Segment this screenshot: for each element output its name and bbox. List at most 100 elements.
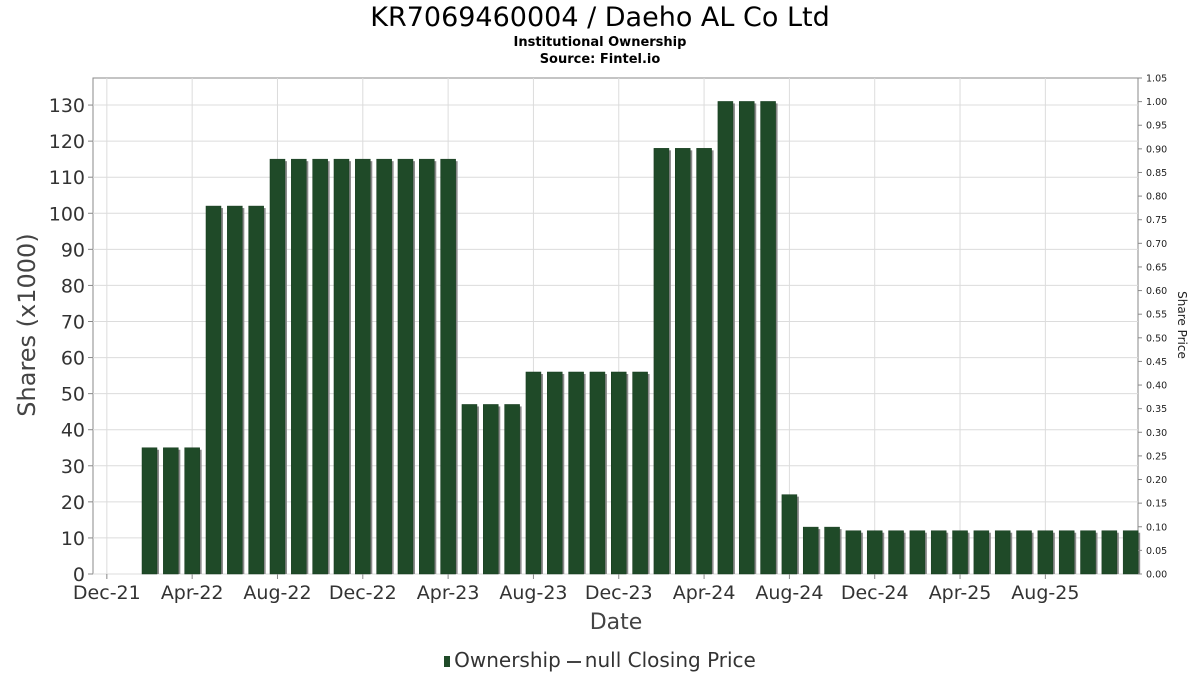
- y-tick-label: 100: [49, 203, 85, 225]
- y-tick-label: 30: [61, 456, 85, 478]
- y2-tick-label: 0.70: [1146, 239, 1167, 250]
- bar: [163, 447, 179, 575]
- bar: [141, 447, 158, 575]
- bar: [845, 530, 862, 575]
- y2-tick-label: 0.10: [1146, 522, 1167, 533]
- y2-axis-label: Share Price: [1175, 291, 1189, 359]
- bar: [333, 158, 350, 575]
- bar: [781, 494, 798, 575]
- x-tick-label: Apr-23: [417, 582, 480, 604]
- bar: [291, 158, 307, 575]
- price-legend-label: null Closing Price: [584, 648, 756, 672]
- bar: [973, 530, 990, 575]
- y2-tick-label: 0.00: [1146, 570, 1167, 581]
- price-legend-line: [566, 660, 581, 663]
- bar: [525, 371, 542, 575]
- y-axis-label: Shares (x1000): [13, 233, 41, 416]
- y2-tick-label: 1.05: [1146, 74, 1167, 85]
- bar: [483, 404, 499, 575]
- bar: [419, 158, 435, 575]
- bar: [888, 530, 904, 575]
- y2-tick-label: 0.35: [1146, 404, 1167, 415]
- legend: Ownership null Closing Price: [0, 648, 1200, 672]
- bar: [1101, 530, 1118, 575]
- y-tick-label: 120: [49, 131, 85, 153]
- y2-tick-label: 0.75: [1146, 215, 1167, 226]
- y2-tick-label: 0.90: [1146, 144, 1167, 155]
- x-tick-label: Apr-22: [161, 582, 224, 604]
- y-tick-label: 50: [61, 384, 85, 406]
- bars: [141, 101, 1141, 575]
- bar: [1058, 530, 1075, 575]
- bar: [909, 530, 926, 575]
- bar: [269, 158, 286, 575]
- chart-subtitle: Institutional Ownership: [513, 35, 687, 50]
- y2-tick-label: 1.00: [1146, 97, 1167, 108]
- bar: [696, 148, 712, 575]
- y2-tick-label: 0.65: [1146, 262, 1167, 273]
- bar: [632, 371, 648, 575]
- bar: [248, 205, 264, 575]
- y2-tick-label: 0.85: [1146, 168, 1167, 179]
- ownership-legend-swatch: [444, 656, 451, 667]
- y2-tick-label: 0.45: [1146, 357, 1167, 368]
- y-tick-label: 80: [61, 275, 85, 297]
- y2-tick-label: 0.25: [1146, 451, 1167, 462]
- bar: [952, 530, 968, 575]
- y-tick-label: 0: [73, 564, 85, 586]
- x-tick-label: Aug-24: [755, 582, 823, 604]
- y-tick-label: 70: [61, 311, 85, 333]
- bar: [397, 158, 414, 575]
- x-tick-label: Dec-24: [841, 582, 909, 604]
- x-tick-label: Dec-22: [329, 582, 397, 604]
- x-tick-label: Dec-21: [73, 582, 141, 604]
- x-tick-label: Aug-25: [1011, 582, 1079, 604]
- bar: [1016, 530, 1032, 575]
- bar: [994, 530, 1011, 575]
- bar: [568, 371, 584, 575]
- bar: [824, 526, 840, 575]
- y2-tick-label: 0.15: [1146, 499, 1167, 510]
- bar: [461, 404, 478, 575]
- y2-tick-label: 0.20: [1146, 475, 1167, 486]
- y2-tick-label: 0.30: [1146, 428, 1167, 439]
- y-tick-label: 90: [61, 239, 85, 261]
- x-tick-label: Apr-24: [673, 582, 736, 604]
- bar: [504, 404, 520, 575]
- bar: [738, 101, 755, 575]
- bar: [547, 371, 563, 575]
- y-tick-label: 110: [49, 167, 85, 189]
- y-tick-label: 10: [61, 528, 85, 550]
- bar: [675, 148, 691, 575]
- bar: [1080, 530, 1096, 575]
- bar: [802, 526, 819, 575]
- y2-tick-label: 0.95: [1146, 121, 1167, 132]
- bar: [760, 101, 776, 575]
- bar: [589, 371, 606, 575]
- y2-tick-label: 0.60: [1146, 286, 1167, 297]
- bar: [611, 371, 627, 575]
- y2-tick-label: 0.55: [1146, 310, 1167, 321]
- bar: [440, 158, 456, 575]
- axes: 0 10 20 30 40 50 60 70 80 90 100 110 120 130 0.00 0.05 0…: [49, 74, 1167, 605]
- y-tick-label: 40: [61, 420, 85, 442]
- x-tick-label: Aug-22: [243, 582, 311, 604]
- bar: [717, 101, 734, 575]
- y2-tick-label: 0.05: [1146, 546, 1167, 557]
- chart-title: KR7069460004 / Daeho AL Co Ltd: [370, 2, 830, 33]
- y2-tick-label: 0.40: [1146, 381, 1167, 392]
- bar: [1037, 530, 1054, 575]
- x-axis-label: Date: [590, 610, 643, 635]
- bar: [376, 158, 392, 575]
- chart-source: Source: Fintel.io: [539, 52, 661, 67]
- bar: [184, 447, 200, 575]
- x-tick-label: Aug-23: [499, 582, 567, 604]
- bar: [312, 158, 328, 575]
- y-tick-label: 130: [49, 95, 85, 117]
- x-tick-label: Dec-23: [585, 582, 653, 604]
- bar: [653, 148, 670, 575]
- y-tick-label: 60: [61, 348, 85, 370]
- x-tick-label: Apr-25: [929, 582, 992, 604]
- y-tick-label: 20: [61, 492, 85, 514]
